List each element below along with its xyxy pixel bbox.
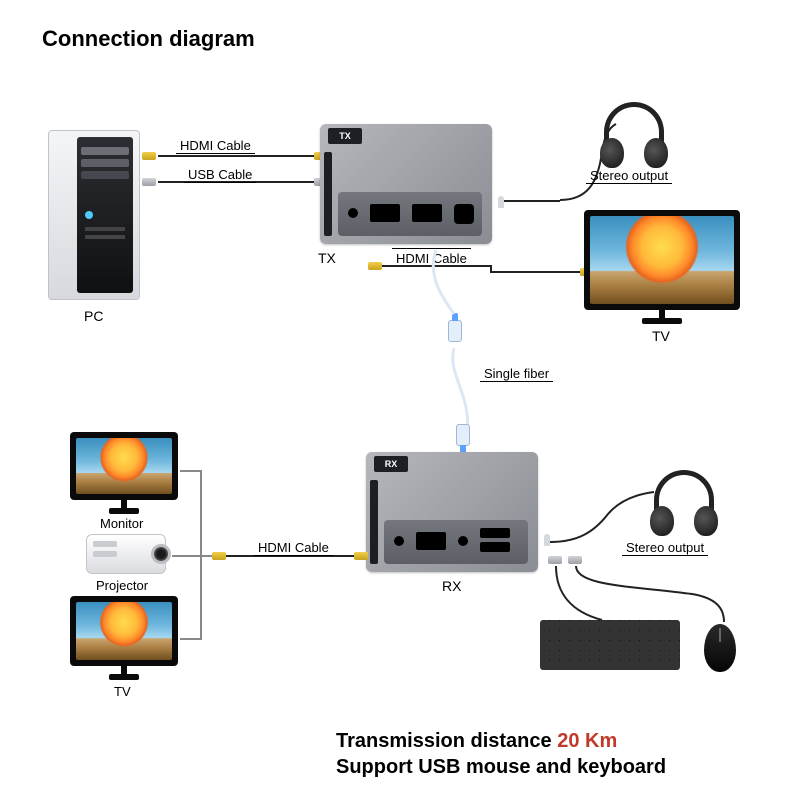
stereo-output-bottom-label: Stereo output (622, 540, 708, 556)
usb-plug-icon (142, 178, 156, 186)
fiber-connector-icon (456, 424, 470, 446)
audio-cable-curve (548, 490, 658, 546)
pc-label: PC (84, 308, 103, 324)
hdmi-plug-icon (368, 262, 382, 270)
tx-label: TX (318, 250, 336, 266)
headphones-icon (604, 102, 664, 172)
cable-line (490, 271, 582, 273)
audio-jack-icon (498, 196, 504, 208)
hdmi-cable-line (158, 155, 316, 157)
hdmi-plug-icon (354, 552, 368, 560)
hdmi-plug-icon (142, 152, 156, 160)
mouse-device (704, 624, 736, 672)
tv-top-label: TV (652, 328, 670, 344)
diagram-title: Connection diagram (42, 26, 255, 52)
footer-distance-pre: Transmission distance (336, 730, 557, 752)
display-tree-line (172, 555, 212, 557)
tv-device (70, 596, 178, 666)
projector-device (86, 534, 166, 574)
monitor-device (70, 432, 178, 500)
usb-plug-icon (568, 556, 582, 564)
headphones-icon (654, 470, 714, 540)
rx-label: RX (442, 578, 461, 594)
footer-line-2: Support USB mouse and keyboard (336, 756, 666, 779)
tx-extender-box: TX (320, 124, 492, 244)
tv-device (584, 210, 740, 310)
monitor-label: Monitor (100, 516, 143, 531)
hdmi-plug-icon (212, 552, 226, 560)
footer-line-1: Transmission distance 20 Km (336, 730, 617, 753)
rx-extender-box: RX (366, 452, 538, 572)
projector-label: Projector (96, 578, 148, 593)
tx-badge: TX (328, 128, 362, 144)
rx-badge: RX (374, 456, 408, 472)
display-tree-line (180, 470, 202, 472)
pc-device (48, 130, 140, 300)
usb-cable-label: USB Cable (184, 167, 256, 183)
fiber-cable-curve (430, 248, 490, 452)
usb-plug-icon (548, 556, 562, 564)
hdmi-cable-top-label: HDMI Cable (176, 138, 255, 154)
footer-distance-value: 20 Km (557, 730, 617, 752)
audio-cable-line (504, 200, 560, 202)
display-tree-line (180, 638, 202, 640)
keyboard-device (540, 620, 680, 670)
single-fiber-label: Single fiber (480, 366, 553, 382)
usb-cable-curve (552, 564, 732, 626)
hdmi-cable-rx-label: HDMI Cable (254, 540, 333, 556)
tv-bottom-label: TV (114, 684, 131, 699)
